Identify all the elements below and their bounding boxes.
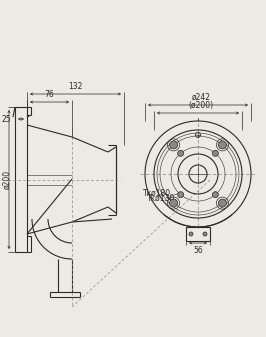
Circle shape xyxy=(178,150,184,156)
Circle shape xyxy=(189,232,193,236)
Text: (ø200): (ø200) xyxy=(188,101,214,110)
Text: ø242: ø242 xyxy=(192,93,210,102)
Circle shape xyxy=(169,141,178,149)
Bar xyxy=(186,227,210,241)
Text: 25: 25 xyxy=(1,115,11,123)
Circle shape xyxy=(169,199,178,207)
Text: 56: 56 xyxy=(193,246,203,255)
Circle shape xyxy=(218,141,226,149)
Text: Tkø130: Tkø130 xyxy=(147,193,175,203)
Text: 76: 76 xyxy=(45,90,54,99)
Circle shape xyxy=(203,232,207,236)
Text: Tkø180: Tkø180 xyxy=(143,188,171,197)
Text: 132: 132 xyxy=(68,82,83,91)
Circle shape xyxy=(218,199,226,207)
Circle shape xyxy=(212,192,218,198)
Circle shape xyxy=(178,192,184,198)
Circle shape xyxy=(212,150,218,156)
Text: ø200: ø200 xyxy=(2,170,11,189)
